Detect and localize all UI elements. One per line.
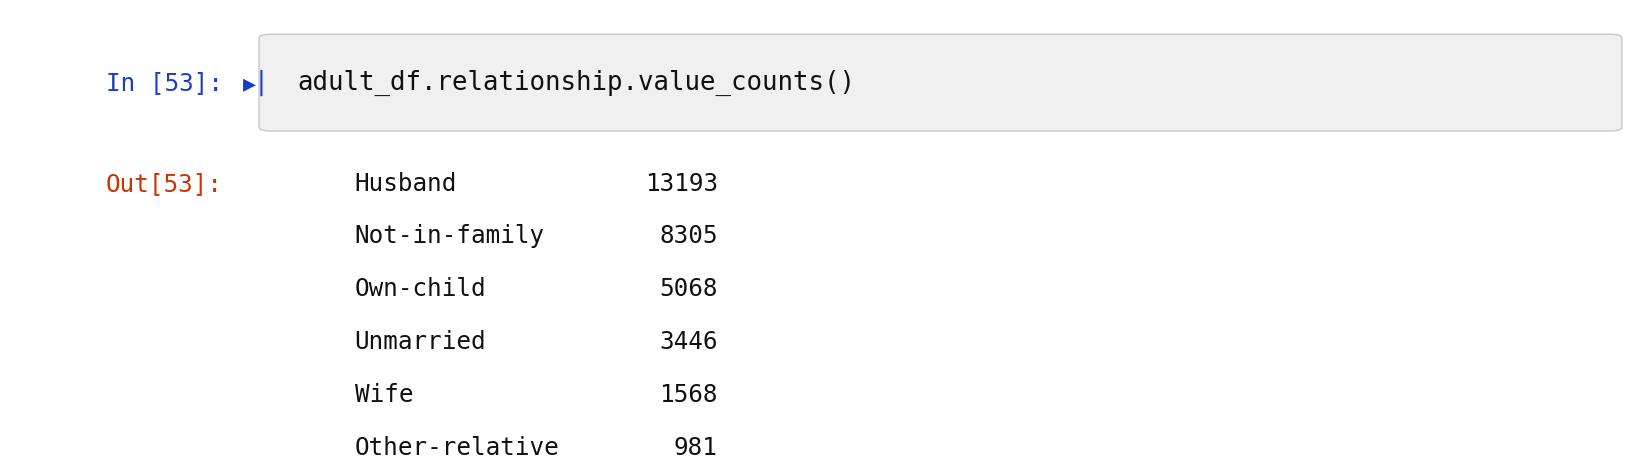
Text: 13193: 13193 [645,172,718,196]
FancyBboxPatch shape [259,34,1622,131]
Text: 1568: 1568 [660,383,718,407]
Text: Own-child: Own-child [355,277,487,301]
Text: Other-relative: Other-relative [355,436,559,459]
Text: In [53]:: In [53]: [106,71,223,95]
Text: Unmarried: Unmarried [355,330,487,354]
Text: Wife: Wife [355,383,412,407]
Text: 3446: 3446 [660,330,718,354]
Text: Out[53]:: Out[53]: [106,172,223,196]
Text: 8305: 8305 [660,224,718,248]
Text: Not-in-family: Not-in-family [355,224,544,248]
Text: adult_df.relationship.value_counts(): adult_df.relationship.value_counts() [297,70,855,95]
Text: 981: 981 [673,436,718,459]
Text: Husband: Husband [355,172,457,196]
Text: 5068: 5068 [660,277,718,301]
Text: ▶⎮: ▶⎮ [243,69,269,96]
